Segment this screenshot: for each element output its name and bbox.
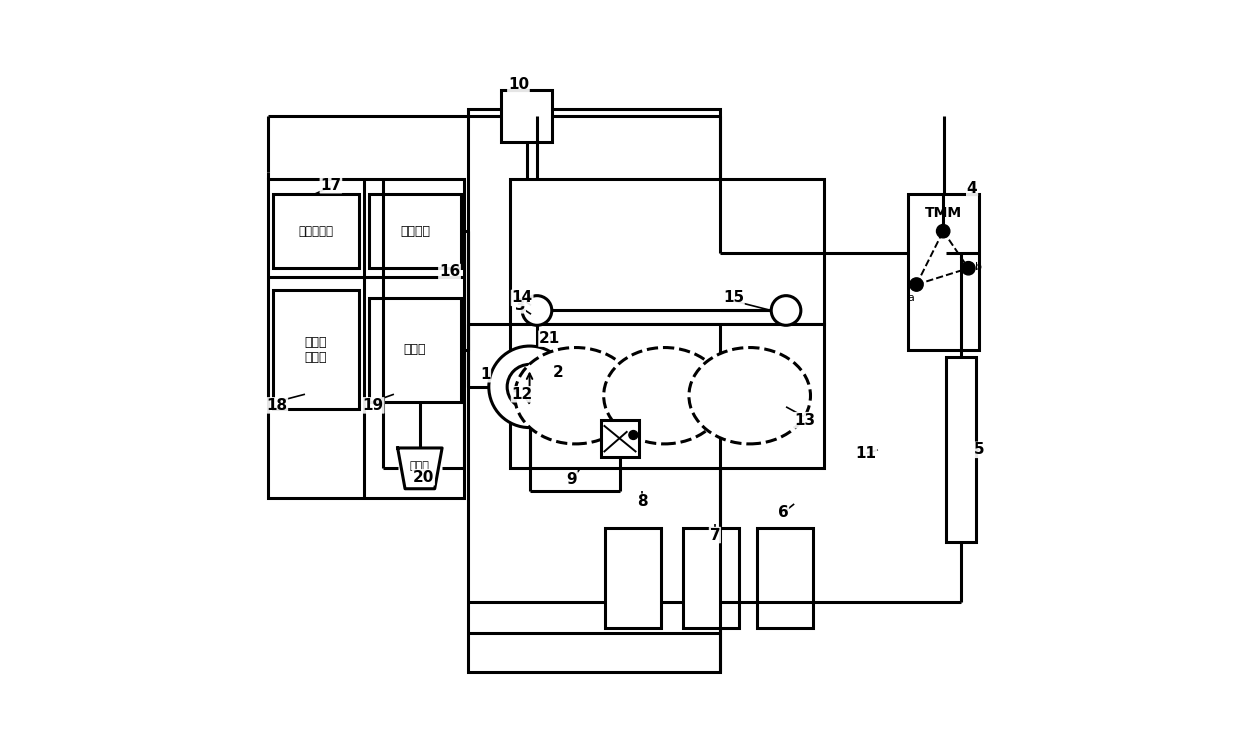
Bar (605, 527, 661, 628)
Text: 10: 10 (508, 77, 529, 92)
Bar (467, 109, 720, 672)
Bar (683, 527, 739, 628)
Circle shape (489, 346, 570, 428)
Circle shape (522, 295, 552, 325)
Text: 19: 19 (362, 398, 383, 413)
Bar (370, 194, 460, 269)
Text: TMM: TMM (925, 205, 962, 219)
Bar (511, 324, 823, 469)
Circle shape (522, 392, 552, 422)
Text: 9: 9 (567, 472, 577, 487)
Text: 6: 6 (777, 505, 789, 520)
Text: 21: 21 (539, 331, 560, 346)
Text: 13: 13 (795, 413, 816, 428)
Text: 16: 16 (439, 264, 460, 280)
Ellipse shape (604, 347, 725, 444)
Text: 2: 2 (552, 365, 563, 379)
Text: 电子水泵: 电子水泵 (401, 225, 430, 237)
Bar (511, 179, 823, 324)
Bar (908, 194, 980, 350)
Text: 中冷器: 中冷器 (404, 343, 427, 356)
Text: 20: 20 (413, 469, 434, 485)
Text: 增压器
冷却器: 增压器 冷却器 (305, 336, 327, 364)
Text: 节流孔: 节流孔 (410, 461, 430, 471)
Text: 5: 5 (975, 443, 985, 458)
Bar (273, 290, 360, 409)
Text: 1: 1 (480, 367, 490, 382)
Circle shape (771, 295, 801, 325)
Bar (268, 179, 464, 498)
Bar (601, 420, 639, 458)
Bar (946, 357, 976, 542)
Text: 7: 7 (709, 527, 720, 542)
Circle shape (962, 262, 975, 275)
Text: a: a (908, 293, 914, 303)
Circle shape (936, 225, 950, 238)
Bar (501, 90, 552, 142)
Text: 3: 3 (515, 298, 526, 312)
Bar (273, 194, 360, 269)
Text: 8: 8 (637, 494, 647, 509)
Text: 15: 15 (723, 290, 744, 305)
Text: 11: 11 (856, 446, 877, 461)
Circle shape (629, 431, 637, 440)
Bar (370, 298, 460, 402)
Circle shape (507, 365, 552, 409)
Circle shape (771, 392, 801, 422)
Polygon shape (398, 448, 443, 489)
Text: b: b (975, 262, 982, 272)
Text: 14: 14 (512, 290, 533, 305)
Text: 4: 4 (967, 181, 977, 196)
Ellipse shape (515, 347, 636, 444)
Text: 17: 17 (320, 178, 341, 193)
Circle shape (910, 278, 923, 291)
Text: 18: 18 (267, 398, 288, 413)
Text: 12: 12 (512, 387, 533, 402)
Ellipse shape (689, 347, 811, 444)
Text: 低温散热器: 低温散热器 (299, 225, 334, 237)
Bar (758, 527, 812, 628)
